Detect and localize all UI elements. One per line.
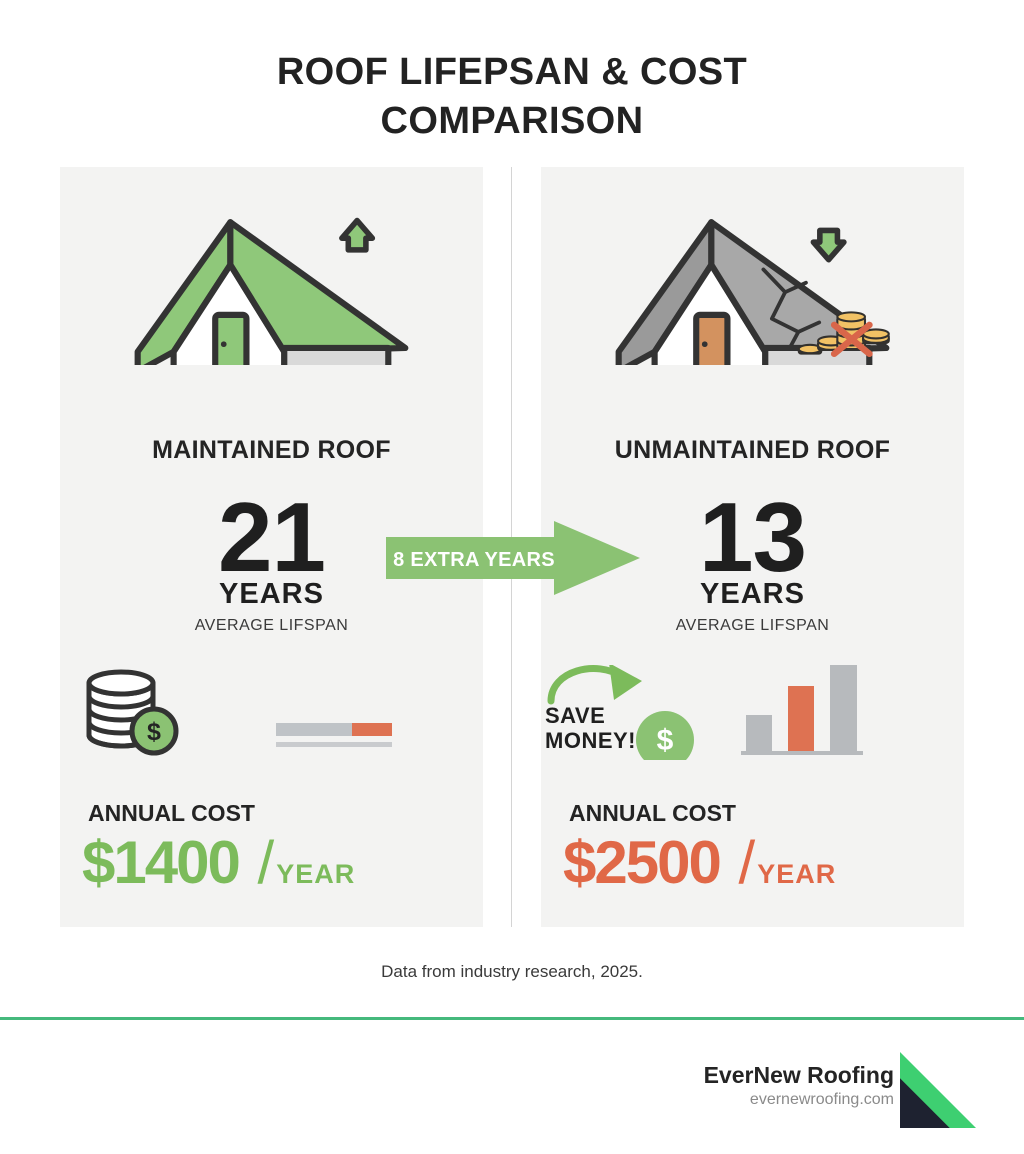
svg-text:SAVE: SAVE (545, 703, 605, 728)
svg-text:MONEY!: MONEY! (545, 728, 636, 753)
svg-text:$: $ (147, 718, 161, 746)
svg-text:$: $ (657, 724, 674, 757)
svg-text:8 EXTRA YEARS: 8 EXTRA YEARS (393, 549, 555, 571)
